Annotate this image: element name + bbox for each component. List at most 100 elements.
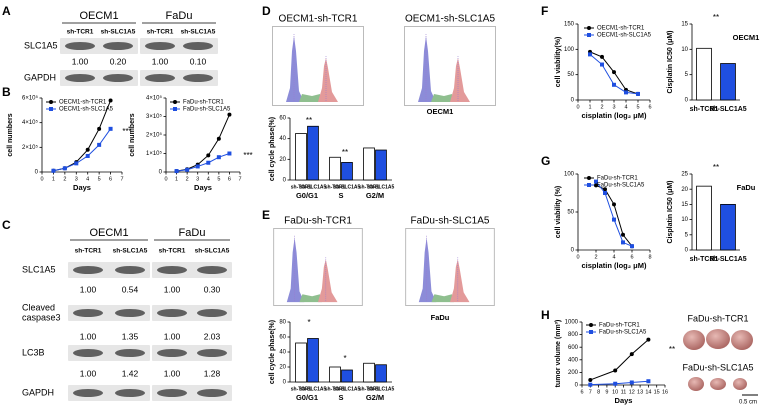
- bar-label: sh-SLC1A5: [300, 184, 327, 190]
- lane-label: sh-TCR1: [159, 248, 186, 255]
- bar: [375, 149, 387, 181]
- tumor-photo: [733, 378, 747, 390]
- significance: ***: [122, 127, 131, 136]
- band-quant: 0.20: [110, 56, 127, 66]
- band-quant: 1.35: [122, 331, 139, 341]
- y-tick-label: 4×10⁵: [22, 119, 39, 126]
- tumor-photo: [683, 330, 705, 350]
- legend-label: OECM1-sh-SLC1A5: [597, 33, 652, 39]
- flow-title: OECM1-sh-TCR1: [279, 14, 358, 25]
- x-axis-label: Days: [73, 183, 91, 192]
- bar-label: sh-TCR1: [291, 184, 312, 190]
- y-tick-label: 0: [685, 98, 689, 104]
- data-point: [594, 183, 598, 188]
- data-point: [97, 142, 102, 147]
- blot-group: OECM1: [89, 227, 128, 239]
- x-tick-label: 6: [109, 176, 112, 182]
- flow-title: FaDu-sh-TCR1: [284, 216, 352, 227]
- y-axis-label: cell cycle phase(%): [269, 117, 276, 181]
- bar-label: sh-SLC1A5: [368, 386, 395, 392]
- bar: [341, 162, 353, 181]
- x-axis-label: cisplatin (log₂ μM): [581, 111, 647, 120]
- y-tick-label: 400: [568, 357, 579, 363]
- row-label: caspase3: [22, 312, 61, 322]
- y-tick-label: 0: [159, 170, 163, 176]
- x-tick-label: sh-SLC1A5: [709, 106, 746, 113]
- lane-label: sh-TCR1: [67, 29, 94, 36]
- significance: **: [342, 148, 348, 157]
- blot-band: [197, 349, 227, 357]
- data-point: [612, 217, 616, 222]
- data-point: [227, 112, 232, 117]
- bar: [375, 364, 387, 383]
- tumor-label: FaDu-sh-TCR1: [687, 313, 748, 323]
- x-tick-label: S: [338, 393, 343, 402]
- blot-group: FaDu: [179, 227, 206, 239]
- y-tick-label: 60: [279, 335, 286, 341]
- x-tick-label: 7: [120, 176, 123, 182]
- blot-band: [103, 42, 133, 50]
- bar-label: sh-TCR1: [359, 184, 380, 190]
- x-tick-label: 12: [629, 389, 635, 395]
- y-axis-label: cell viability (%): [555, 186, 562, 239]
- row-label: LC3B: [22, 347, 45, 357]
- blot-strip: [140, 38, 218, 54]
- y-tick-label: 0: [571, 98, 575, 104]
- data-point: [621, 232, 625, 237]
- band-quant: 0.30: [204, 284, 221, 294]
- bar-label: sh-TCR1: [325, 184, 346, 190]
- data-point: [185, 167, 190, 172]
- x-tick-label: sh-SLC1A5: [709, 256, 746, 263]
- x-tick-label: sh-TCR1: [690, 256, 719, 263]
- legend-label: FaDu-sh-SLC1A5: [597, 183, 645, 189]
- x-tick-label: 3: [75, 176, 78, 182]
- band-quant: 1.00: [80, 368, 97, 378]
- data-point: [74, 161, 79, 166]
- significance: ***: [243, 151, 252, 160]
- bar: [295, 342, 307, 383]
- blot-band: [145, 74, 175, 82]
- legend-marker: [587, 183, 591, 187]
- flow-histogram: [272, 26, 364, 106]
- data-point: [51, 168, 56, 173]
- x-tick-label: 14: [645, 389, 651, 395]
- tumor-photo: [731, 330, 753, 350]
- blot-band: [115, 266, 145, 274]
- blot-band: [73, 389, 103, 397]
- row-label: SLC1A5: [24, 40, 58, 50]
- data-point: [195, 164, 200, 169]
- blot-band: [115, 389, 145, 397]
- blot-strip: [68, 345, 150, 361]
- blot-band: [73, 349, 103, 357]
- legend-marker: [49, 100, 53, 104]
- data-point: [588, 382, 593, 387]
- y-tick-label: 0: [283, 178, 287, 184]
- legend-label: FaDu-sh-TCR1: [183, 100, 224, 106]
- data-point: [85, 147, 90, 152]
- y-axis-label: cell cycle phase(%): [269, 320, 276, 384]
- blot-group: OECM1: [79, 10, 118, 22]
- x-tick-label: 15: [654, 389, 660, 395]
- band-quant: 1.28: [204, 368, 221, 378]
- significance: *: [343, 354, 346, 363]
- bar: [307, 125, 319, 181]
- panel-label: F: [541, 4, 548, 18]
- band-quant: 1.00: [72, 56, 89, 66]
- bar: [307, 338, 319, 383]
- legend-marker: [49, 107, 53, 111]
- blot-band: [145, 42, 175, 50]
- y-tick-label: 20: [279, 365, 286, 371]
- data-point: [613, 381, 618, 386]
- band-quant: 1.00: [80, 331, 97, 341]
- x-tick-label: 3: [196, 176, 199, 182]
- data-point: [216, 136, 221, 141]
- blot-group: FaDu: [166, 10, 193, 22]
- lane-label: sh-SLC1A5: [181, 29, 216, 36]
- x-tick-label: 6: [580, 389, 583, 395]
- y-tick-label: 150: [564, 22, 575, 28]
- x-tick-label: S: [338, 191, 343, 200]
- series-line: [595, 184, 633, 247]
- bar: [696, 47, 712, 101]
- x-tick-label: 6: [648, 104, 651, 110]
